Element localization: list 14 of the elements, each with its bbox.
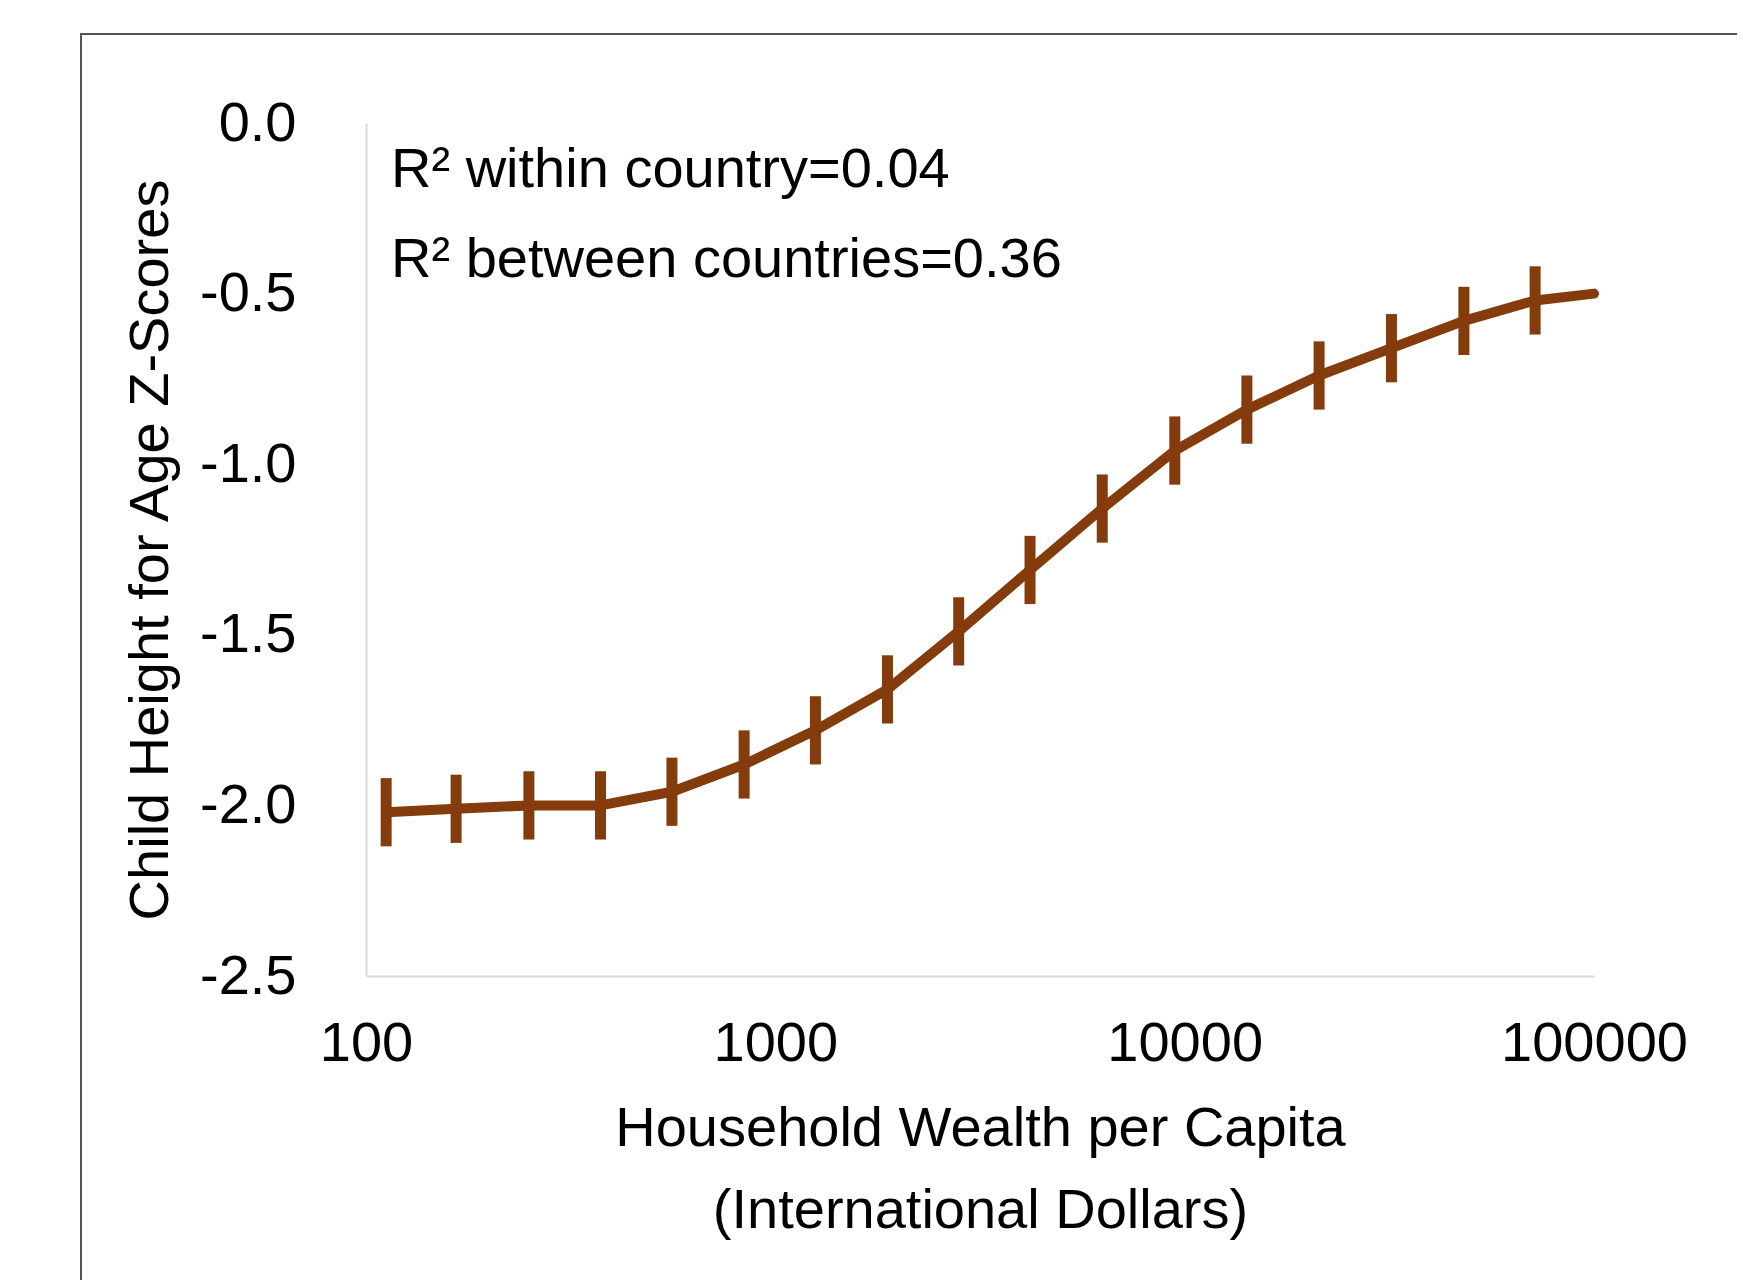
annotation: R² within country=0.04 — [391, 136, 950, 199]
x-tick-label: 100 — [319, 1009, 414, 1073]
x-tick-label: 1000 — [713, 1009, 839, 1073]
y-tick-label: -1.5 — [200, 601, 297, 665]
y-tick-label: -1.0 — [200, 430, 297, 494]
y-tick-label: -2.5 — [200, 942, 297, 1006]
y-tick-label: -2.0 — [200, 771, 297, 835]
y-axis-title: Child Height for Age Z-Scores — [117, 179, 180, 921]
x-tick-label: 100000 — [1501, 1009, 1688, 1073]
x-axis-title: Household Wealth per Capita (International Dollars) — [615, 1094, 1347, 1240]
annotation: R² between countries=0.36 — [391, 226, 1062, 289]
y-tick-label: 0.0 — [218, 89, 297, 153]
x-tick-label: 10000 — [1107, 1009, 1264, 1073]
y-tick-label: -0.5 — [200, 260, 297, 324]
